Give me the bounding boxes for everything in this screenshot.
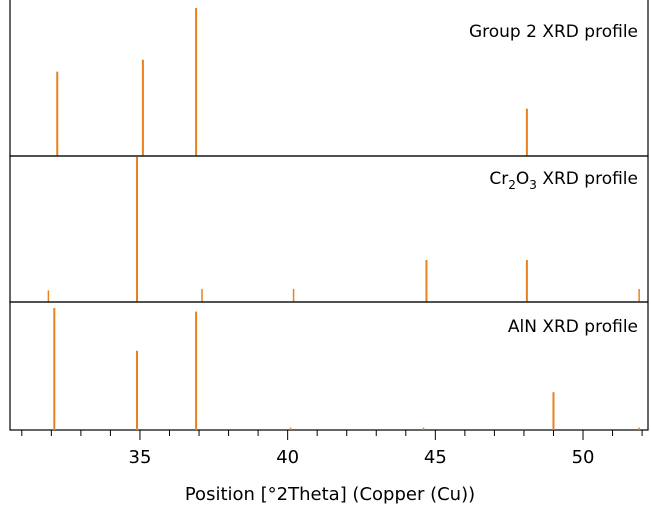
panel-aln: AlN XRD profile	[9, 301, 649, 431]
panel-frame-aln	[9, 301, 649, 431]
panel-cr2o3: Cr2O3 XRD profile	[9, 155, 649, 303]
x-tick-label-35: 35	[129, 447, 152, 468]
peaks-group2	[56, 8, 528, 156]
panel-group2: Group 2 XRD profile	[9, 0, 649, 157]
panel-label-aln: AlN XRD profile	[508, 317, 638, 337]
x-axis-title: Position [°2Theta] (Copper (Cu))	[185, 484, 475, 505]
peaks-aln	[53, 308, 640, 430]
peaks-cr2o3	[47, 157, 640, 302]
panel-label-cr2o3: Cr2O3 XRD profile	[489, 169, 638, 192]
x-tick-label-45: 45	[424, 447, 447, 468]
panel-label-group2: Group 2 XRD profile	[469, 22, 638, 42]
x-tick-label-50: 50	[572, 447, 595, 468]
x-axis: 35 40 45 50	[21, 430, 643, 468]
x-tick-label-40: 40	[276, 447, 299, 468]
